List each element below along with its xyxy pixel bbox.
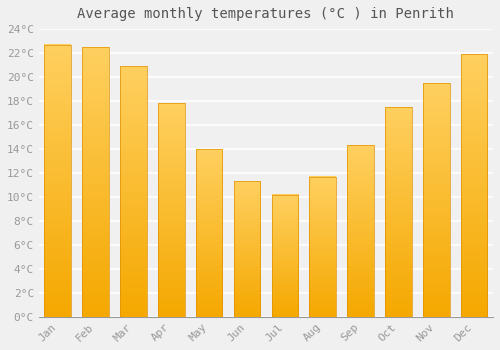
Title: Average monthly temperatures (°C ) in Penrith: Average monthly temperatures (°C ) in Pe…: [78, 7, 454, 21]
